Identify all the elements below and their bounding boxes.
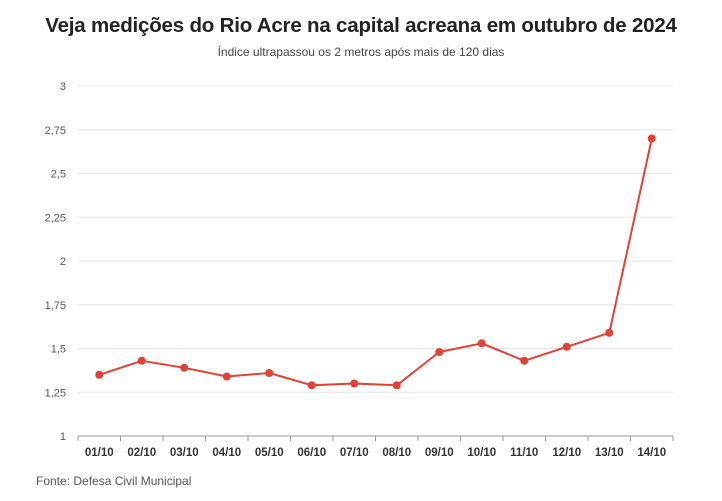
data-point [520,356,529,365]
x-tick-label: 08/10 [382,447,411,459]
data-point [477,339,486,348]
y-tick-label: 1,75 [45,300,66,312]
chart-subtitle: Índice ultrapassou os 2 metros após mais… [217,45,505,59]
y-tick-label: 2,5 [51,169,66,181]
y-tick-label: 1,5 [51,344,66,356]
x-tick-label: 06/10 [297,447,326,459]
y-tick-label: 3 [60,81,66,93]
data-point [350,379,359,388]
chart-title: Veja medições do Rio Acre na capital acr… [45,14,677,37]
data-point [222,372,231,381]
data-point [95,370,104,379]
source-note: Fonte: Defesa Civil Municipal [36,474,192,488]
series-line [98,137,653,387]
y-tick-label: 2 [60,256,66,268]
data-point [647,134,656,143]
data-point [605,328,614,337]
x-tick-label: 07/10 [340,447,369,459]
data-point [562,342,571,351]
x-tick-label: 09/10 [425,447,454,459]
x-tick-label: 04/10 [212,447,241,459]
data-point [435,348,444,356]
y-tick-label: 2,25 [45,212,66,224]
x-tick-label: 13/10 [595,447,624,459]
data-point [392,381,401,390]
y-tick-label: 1,25 [45,387,66,399]
data-point [137,356,146,365]
x-tick-label: 14/10 [637,447,666,459]
data-point [180,363,189,372]
x-tick-label: 03/10 [170,447,199,459]
x-tick-label: 01/10 [85,447,114,459]
data-point [307,381,316,390]
data-point [265,369,274,377]
x-tick-label: 02/10 [127,447,156,459]
x-tick-label: 12/10 [552,447,581,459]
y-tick-label: 2,75 [45,125,66,137]
x-tick-label: 11/10 [510,447,538,459]
y-tick-label: 1 [60,431,66,443]
x-tick-label: 05/10 [255,447,284,459]
x-tick-label: 10/10 [467,447,496,459]
